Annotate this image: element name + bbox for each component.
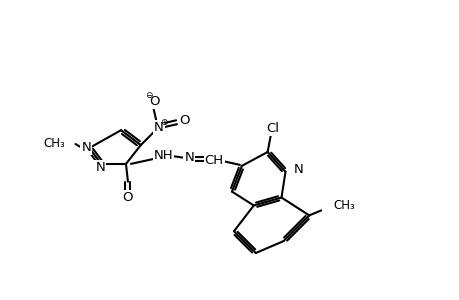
- Text: O: O: [123, 191, 133, 204]
- Text: Cl: Cl: [265, 122, 279, 135]
- Text: CH₃: CH₃: [44, 136, 65, 150]
- Text: O: O: [149, 95, 160, 108]
- Text: NH: NH: [153, 149, 173, 162]
- Text: N: N: [153, 121, 163, 134]
- Text: N: N: [184, 152, 194, 164]
- Text: ⊕: ⊕: [160, 118, 167, 127]
- Text: O: O: [179, 114, 189, 127]
- Text: N: N: [95, 161, 105, 174]
- Text: N: N: [81, 140, 91, 154]
- Text: CH₃: CH₃: [332, 199, 354, 212]
- Text: CH: CH: [204, 154, 223, 167]
- Text: N: N: [293, 163, 302, 176]
- Text: ⊖: ⊖: [145, 91, 152, 100]
